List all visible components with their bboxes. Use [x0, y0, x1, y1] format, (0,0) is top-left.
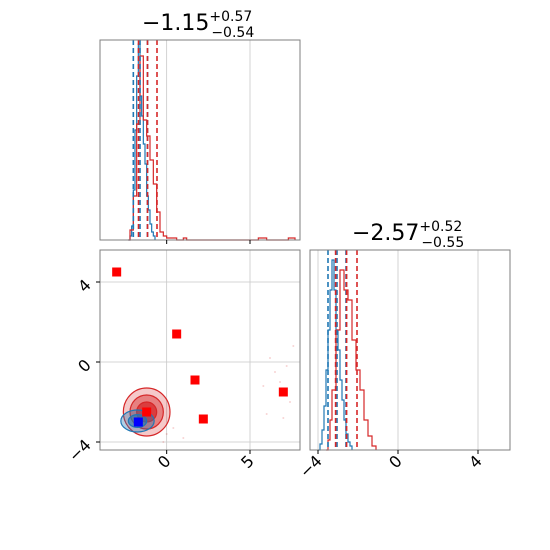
p2-sample-point — [279, 381, 281, 383]
p2-marker-0 — [190, 375, 200, 385]
p2-sample-point — [282, 417, 285, 419]
p3-tick-label: 4 — [465, 451, 486, 472]
p2-sample-point — [162, 441, 165, 443]
p2-marker-0 — [142, 407, 152, 417]
p1-frame — [99, 39, 301, 241]
p2-sample-point — [262, 385, 265, 387]
p2-sample-point — [285, 365, 288, 367]
title-lower-error: −0.55 — [421, 235, 464, 251]
p3-histogram-1 — [326, 269, 377, 451]
p2-sample-point — [289, 401, 291, 403]
p2-marker-0 — [278, 387, 288, 397]
p2-sample-point — [182, 437, 185, 439]
p2-sample-point — [274, 371, 276, 373]
p2-tick-label: 4 — [74, 275, 95, 296]
title-param-2: −2.57+0.52 −0.55 — [352, 219, 464, 251]
p2-marker-1 — [133, 417, 143, 427]
p2-sample-point — [165, 433, 168, 435]
p2-tick-label: −4 — [65, 435, 95, 465]
title-param-1: −1.15+0.57 −0.54 — [142, 9, 254, 41]
p2-sample-point — [292, 345, 295, 347]
title-lower-error: −0.54 — [211, 25, 254, 41]
marginal-panel-param-1 — [99, 39, 301, 244]
marginal-panel-param-2: −4 0 4 — [296, 249, 511, 482]
p2-sample-point — [269, 357, 271, 359]
title-upper-error: +0.57 — [209, 9, 252, 25]
p3-tick-label: −4 — [296, 451, 326, 481]
p2-frame — [99, 249, 301, 451]
p2-marker-0 — [112, 267, 122, 277]
joint-panel-param-1-param-2: 0 5 −4 0 4 — [65, 249, 301, 472]
title-median: −1.15 — [142, 11, 209, 36]
p2-tick-label: 0 — [74, 355, 95, 376]
p1-histogram-0 — [128, 43, 156, 241]
p2-sample-point — [265, 413, 268, 415]
p1-histogram-1 — [128, 55, 296, 241]
title-upper-error: +0.52 — [419, 219, 462, 235]
title-median: −2.57 — [352, 221, 419, 246]
p2-tick-label: 5 — [237, 451, 258, 472]
p3-frame — [309, 249, 511, 451]
p2-tick-label: 0 — [154, 451, 175, 472]
p3-tick-label: 0 — [385, 451, 406, 472]
p2-marker-0 — [198, 414, 208, 424]
p2-sample-point — [172, 427, 175, 429]
p2-marker-0 — [172, 329, 182, 339]
